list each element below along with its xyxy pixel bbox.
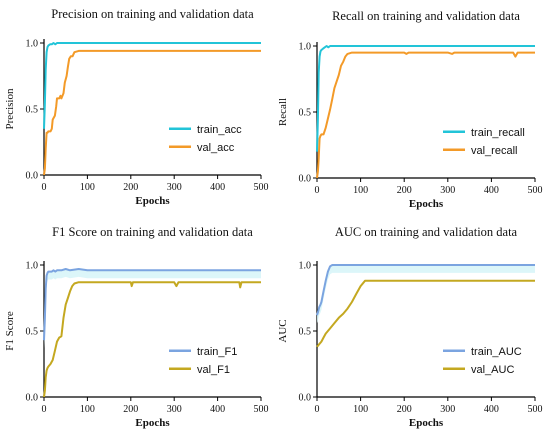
series-line-val_F1	[43, 281, 261, 398]
x-tick-label: 200	[123, 182, 138, 193]
legend-label: train_acc	[197, 124, 242, 136]
x-tick-label: 500	[528, 404, 543, 415]
x-tick-label: 400	[210, 404, 225, 415]
y-tick-label: 0.0	[299, 174, 312, 185]
x-tick-label: 0	[42, 182, 47, 193]
legend-label: train_AUC	[471, 346, 522, 358]
x-tick-label: 300	[167, 182, 182, 193]
y-tick-label: 0.0	[299, 393, 312, 404]
chart-panel-1: Precision on training and validation dat…	[4, 7, 269, 207]
series-line-val_AUC	[316, 279, 535, 348]
x-tick-label: 400	[484, 185, 499, 196]
x-tick-label: 200	[397, 404, 412, 415]
series-line-val_acc	[43, 49, 261, 176]
x-axis-label: Epochs	[409, 417, 444, 429]
series-band-train_F1	[44, 269, 261, 349]
series-band-train_AUC	[317, 265, 535, 324]
x-axis-label: Epochs	[135, 195, 170, 207]
y-axis-label: Recall	[277, 98, 289, 126]
y-axis-label: Precision	[4, 88, 16, 129]
x-tick-label: 300	[440, 404, 455, 415]
x-tick-label: 100	[353, 185, 368, 196]
chart-title: F1 Score on training and validation data	[52, 225, 253, 239]
series-line-train_acc	[43, 42, 261, 129]
x-tick-label: 300	[440, 185, 455, 196]
y-tick-label: 0.5	[299, 108, 312, 119]
y-tick-label: 1.0	[26, 39, 39, 50]
chart-title: AUC on training and validation data	[335, 225, 518, 239]
y-tick-label: 0.0	[26, 393, 39, 404]
y-tick-label: 0.5	[26, 105, 39, 116]
x-tick-label: 0	[42, 404, 47, 415]
chart-panel-2: Recall on training and validation data 0 1…	[277, 9, 543, 210]
x-tick-label: 100	[80, 182, 95, 193]
legend-label: train_recall	[471, 127, 525, 139]
x-tick-label: 500	[528, 185, 543, 196]
y-axis-label: F1 Score	[4, 311, 16, 351]
x-tick-label: 200	[397, 185, 412, 196]
legend-label: val_acc	[197, 142, 235, 154]
y-tick-label: 0.5	[299, 327, 312, 338]
y-tick-label: 1.0	[26, 261, 39, 272]
x-tick-label: 100	[353, 404, 368, 415]
chart-panel-4: AUC on training and validation data 0 100 2…	[277, 225, 543, 429]
x-tick-label: 500	[254, 182, 269, 193]
x-tick-label: 100	[80, 404, 95, 415]
x-tick-label: 400	[210, 182, 225, 193]
legend-label: val_AUC	[471, 364, 514, 376]
chart-panel-3: F1 Score on training and validation data…	[4, 225, 269, 429]
x-tick-label: 0	[315, 185, 320, 196]
y-tick-label: 1.0	[299, 42, 312, 53]
chart-title: Precision on training and validation dat…	[51, 7, 254, 21]
x-axis-label: Epochs	[409, 198, 444, 210]
series-line-train_F1	[43, 268, 261, 341]
chart-title: Recall on training and validation data	[332, 9, 520, 23]
x-tick-label: 400	[484, 404, 499, 415]
series-line-val_recall	[316, 51, 535, 179]
x-axis-label: Epochs	[135, 417, 170, 429]
legend-label: train_F1	[197, 346, 237, 358]
x-tick-label: 500	[254, 404, 269, 415]
legend-label: val_recall	[471, 145, 517, 157]
y-axis-label: AUC	[277, 319, 289, 342]
series-line-train_recall	[316, 45, 535, 152]
y-tick-label: 0.5	[26, 327, 39, 338]
y-tick-label: 0.0	[26, 171, 39, 182]
x-tick-label: 200	[123, 404, 138, 415]
legend-label: val_F1	[197, 364, 230, 376]
x-tick-label: 300	[167, 404, 182, 415]
x-tick-label: 0	[315, 404, 320, 415]
y-tick-label: 1.0	[299, 261, 312, 272]
series-line-train_AUC	[316, 264, 535, 316]
